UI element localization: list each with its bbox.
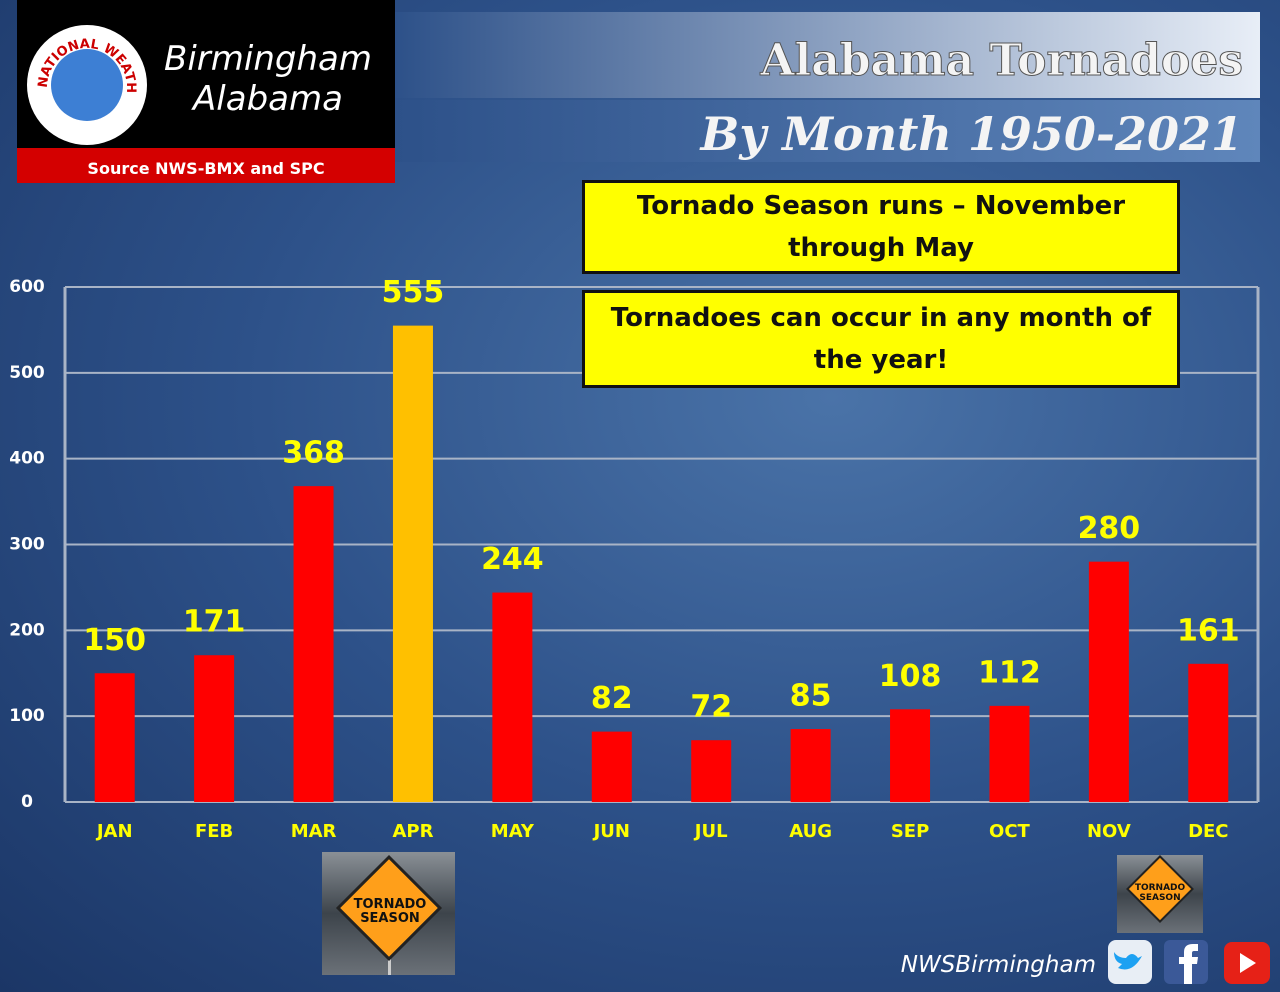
value-label: 280 xyxy=(1078,511,1141,546)
bar xyxy=(790,729,831,802)
x-tick-label: MAR xyxy=(291,821,337,842)
source-strip xyxy=(17,148,395,183)
value-label: 161 xyxy=(1177,613,1240,648)
bar xyxy=(691,740,732,802)
bar xyxy=(194,655,235,802)
chart-title: Alabama Tornadoes xyxy=(759,35,1243,86)
facebook-f xyxy=(1179,944,1198,984)
office-name: Birmingham xyxy=(164,39,372,79)
bar xyxy=(989,705,1030,802)
bar xyxy=(492,592,533,802)
y-tick-label: 600 xyxy=(9,277,45,297)
x-tick-label: DEC xyxy=(1188,821,1228,842)
bar xyxy=(293,486,334,802)
source: Source NWS-BMX and SPC xyxy=(87,159,324,178)
x-tick-label: OCT xyxy=(989,821,1031,842)
subtitle-banner xyxy=(395,100,1260,162)
title-banner xyxy=(395,12,1260,98)
x-tick-label: JAN xyxy=(95,821,133,842)
y-tick-label: 500 xyxy=(9,363,45,383)
y-tick-label: 0 xyxy=(21,792,33,812)
value-label: 368 xyxy=(282,436,345,471)
sign-text: TORNADO xyxy=(1135,883,1186,893)
bar xyxy=(591,731,632,802)
bar xyxy=(1188,663,1229,802)
bar xyxy=(890,709,931,802)
sign xyxy=(1126,855,1194,923)
x-tick-label: FEB xyxy=(195,821,233,842)
value-label: 72 xyxy=(690,690,732,725)
value-label: 244 xyxy=(481,542,544,577)
x-tick-label: NOV xyxy=(1087,821,1131,842)
sign-text: TORNADO xyxy=(354,897,427,912)
sign-text: SEASON xyxy=(1139,893,1180,903)
value-label: 112 xyxy=(978,655,1041,690)
x-tick-label: SEP xyxy=(891,821,929,842)
x-tick-label: JUN xyxy=(592,821,630,842)
value-label: 85 xyxy=(790,679,832,714)
annotation: Tornado Season runs – November through M… xyxy=(582,180,1180,274)
y-tick-label: 100 xyxy=(9,706,45,726)
annotation: Tornadoes can occur in any month of the … xyxy=(582,290,1180,388)
value-label: 555 xyxy=(382,275,445,310)
bar xyxy=(94,673,135,802)
sign-text: SEASON xyxy=(360,911,420,926)
logo-center xyxy=(51,49,123,121)
x-tick-label: AUG xyxy=(789,821,832,842)
value-label: 82 xyxy=(591,681,633,716)
chart-subtitle: By Month 1950-2021 xyxy=(698,107,1243,161)
x-tick-label: MAY xyxy=(491,821,535,842)
x-tick-label: JUL xyxy=(693,821,728,842)
value-label: 150 xyxy=(83,623,146,658)
sign xyxy=(335,854,443,962)
y-tick-label: 400 xyxy=(9,449,45,469)
bar xyxy=(1088,561,1129,802)
handle: NWSBirmingham xyxy=(901,952,1096,978)
value-label: 108 xyxy=(879,659,942,694)
value-label: 171 xyxy=(183,605,246,640)
y-tick-label: 300 xyxy=(9,535,45,555)
x-tick-label: APR xyxy=(392,821,433,842)
office-state: Alabama xyxy=(191,79,343,119)
youtube-play xyxy=(1240,953,1256,973)
y-tick-label: 200 xyxy=(9,620,45,640)
bar xyxy=(392,325,433,802)
twitter-bird xyxy=(1114,952,1142,970)
